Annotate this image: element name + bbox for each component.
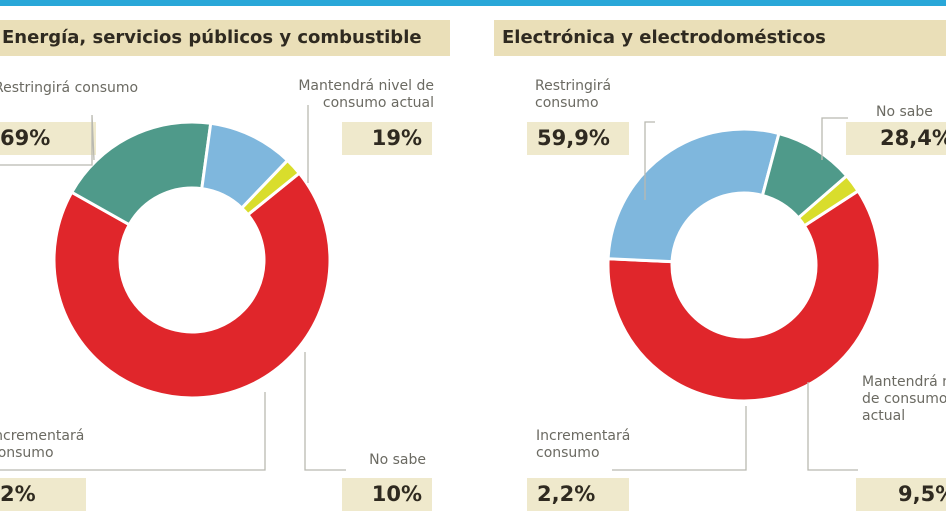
chart-1-incrementara-value: 2% — [0, 478, 86, 511]
chart-2-mantendra-value: 9,5% — [856, 478, 946, 511]
chart-2-incrementara-label: Incrementará consumo — [536, 428, 631, 461]
chart-1-restringira-value: 69% — [0, 122, 96, 155]
chart-2-restringira-value: 59,9% — [527, 122, 629, 155]
chart-1-nosabe-value: 10% — [342, 478, 432, 511]
chart-2-nosabe-value: 28,4% — [846, 122, 946, 155]
chart-1-title: Energía, servicios públicos y combustibl… — [0, 20, 450, 56]
chart-1-incrementara-label: Incrementará consumo — [0, 428, 85, 461]
chart-2-restringira-label: Restringirá consumo — [535, 78, 612, 111]
chart-1-leader-line — [304, 352, 346, 471]
chart-2-leader-line — [821, 117, 848, 160]
chart-2-title: Electrónica y electrodomésticos — [494, 20, 946, 56]
chart-1-leader-line — [0, 114, 95, 166]
chart-2-leader-line — [644, 121, 655, 200]
chart-1-leader-line — [0, 392, 266, 471]
chart-1-nosabe-label: No sabe — [369, 452, 426, 468]
chart-2-slice-incrementara — [796, 173, 861, 228]
chart-2-slice-nosabe — [606, 127, 781, 264]
chart-2-mantendra-label: Mantendrá nivel de consumo actual — [862, 374, 946, 424]
chart-1-slice-restringira — [52, 171, 332, 400]
chart-1-mantendra-label: Mantendrá nivel de consumo actual — [298, 78, 434, 111]
chart-1-slice-incrementara — [239, 158, 302, 217]
chart-2-nosabe-label: No sabe — [876, 104, 933, 120]
chart-1-mantendra-value: 19% — [342, 122, 432, 155]
top-accent-line — [0, 0, 946, 6]
chart-2-slice-restringira — [606, 188, 882, 403]
chart-2-incrementara-value: 2,2% — [527, 478, 629, 511]
chart-2-leader-line — [807, 382, 858, 471]
chart-2-leader-line — [612, 406, 747, 471]
